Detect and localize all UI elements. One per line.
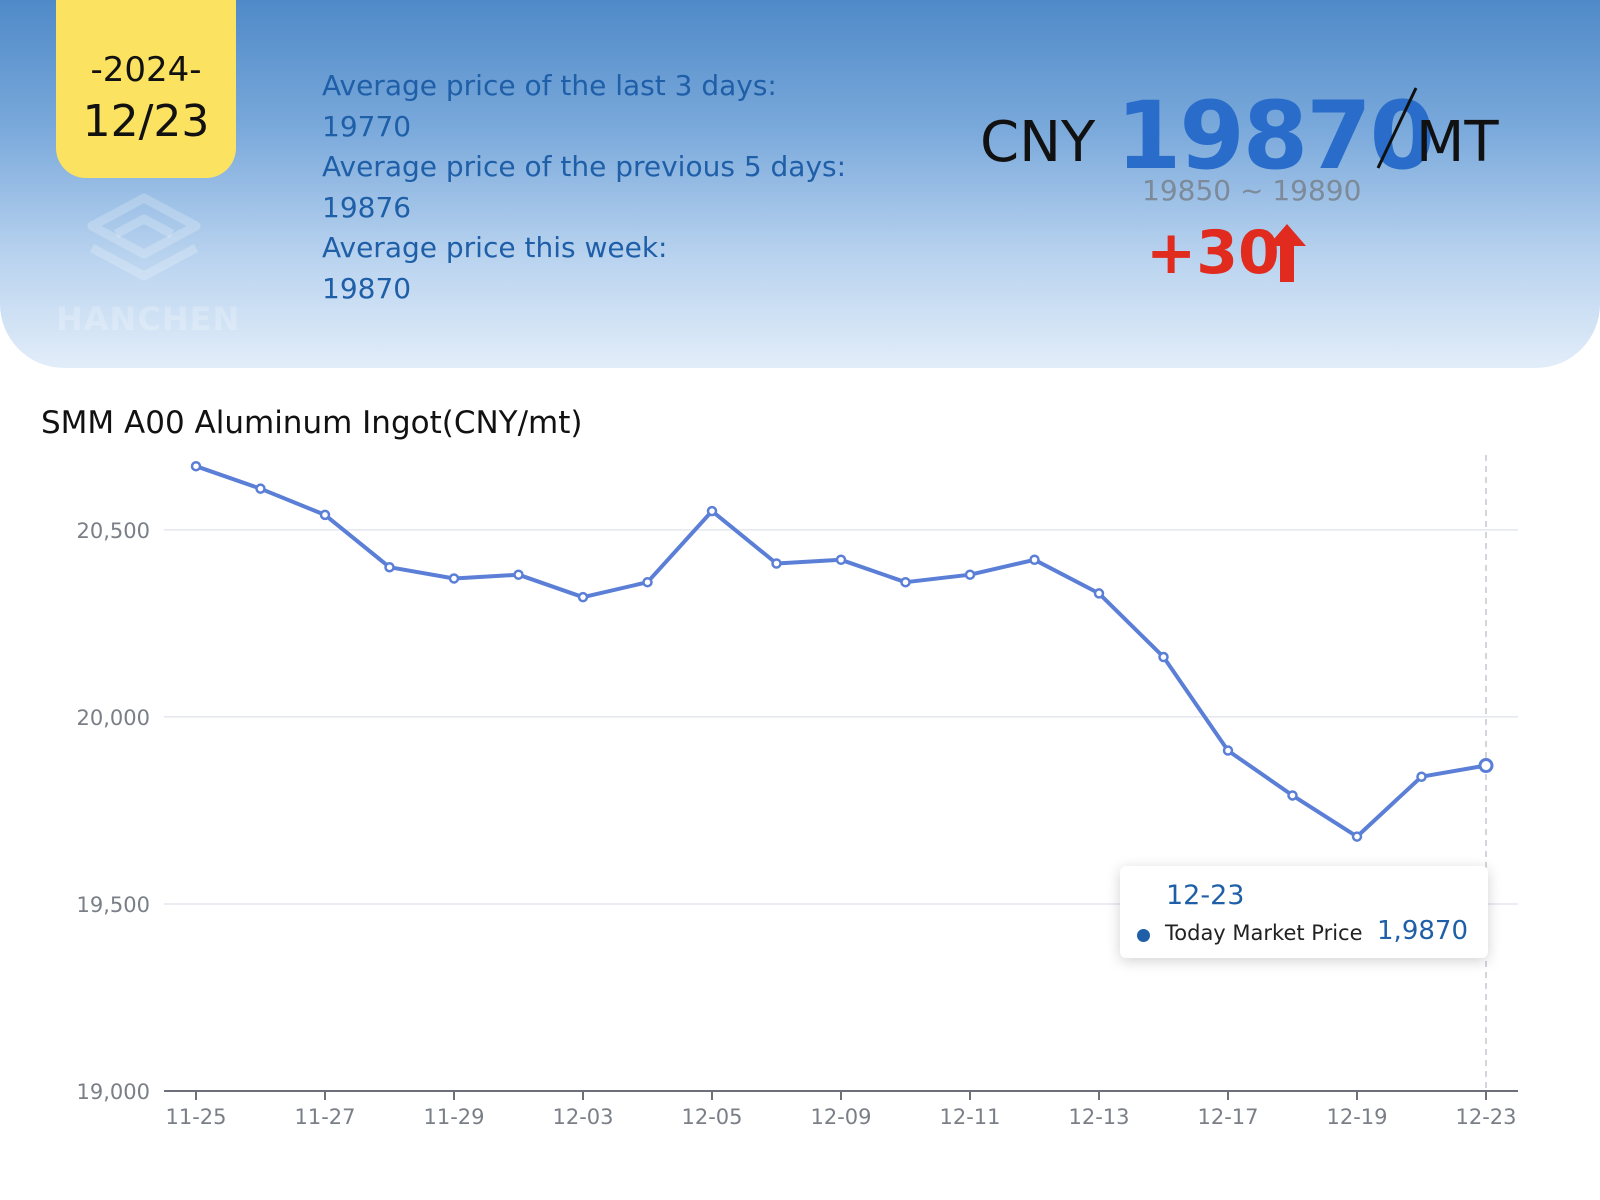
tooltip-date: 12-23 xyxy=(1166,880,1245,911)
unit-label: MT xyxy=(1416,110,1499,175)
y-tick-label: 19,000 xyxy=(77,1080,150,1104)
date-year: -2024- xyxy=(90,50,202,90)
data-point[interactable] xyxy=(1478,758,1494,774)
slash-divider xyxy=(1376,87,1418,169)
price-range: 19850 ~ 19890 xyxy=(1142,174,1362,207)
date-badge: -2024- 12/23 xyxy=(56,0,236,178)
data-point[interactable] xyxy=(513,569,524,580)
data-point[interactable] xyxy=(1351,831,1363,842)
x-tick-label: 12-13 xyxy=(1068,1105,1129,1129)
data-point[interactable] xyxy=(1093,588,1105,599)
x-tick-label: 12-11 xyxy=(939,1105,1000,1129)
hanchen-logo-icon xyxy=(87,193,201,281)
data-point[interactable] xyxy=(771,558,782,569)
avg-3-days-label: Average price of the last 3 days: xyxy=(322,69,777,102)
x-tick-label: 12-19 xyxy=(1326,1105,1387,1129)
x-tick-label: 11-27 xyxy=(294,1105,355,1129)
tooltip-series-dot xyxy=(1137,929,1150,942)
average-prices: Average price of the last 3 days: 19770 … xyxy=(322,66,846,309)
data-point[interactable] xyxy=(835,554,847,566)
data-point[interactable] xyxy=(1287,790,1298,801)
data-point[interactable] xyxy=(577,591,589,603)
tooltip-series-label: Today Market Price xyxy=(1165,921,1363,945)
avg-week-value: 19870 xyxy=(322,271,412,305)
data-point[interactable] xyxy=(448,573,460,584)
header-banner: -2024- 12/23 HANCHEN Average price of th… xyxy=(0,0,1600,368)
series-line xyxy=(195,464,1487,839)
x-tick-label: 12-17 xyxy=(1197,1105,1258,1129)
data-point[interactable] xyxy=(384,561,395,573)
x-tick-label: 12-23 xyxy=(1455,1105,1516,1129)
date-day: 12/23 xyxy=(82,96,210,147)
currency-label: CNY xyxy=(980,110,1096,175)
data-point[interactable] xyxy=(190,460,202,472)
price-block: CNY 19870 MT 19850 ~ 19890 +30 xyxy=(980,70,1500,290)
data-point[interactable] xyxy=(964,569,976,580)
y-tick-label: 20,500 xyxy=(77,519,150,543)
x-tick-label: 12-03 xyxy=(552,1105,613,1129)
data-point[interactable] xyxy=(1029,554,1040,566)
y-tick-label: 19,500 xyxy=(77,893,150,917)
avg-5-days-label: Average price of the previous 5 days: xyxy=(322,150,847,183)
data-point[interactable] xyxy=(706,505,718,517)
avg-3-days-value: 19770 xyxy=(322,109,412,143)
logo-text: HANCHEN xyxy=(56,300,241,338)
avg-week-label: Average price this week: xyxy=(322,231,668,264)
chart-tooltip: 12-23 Today Market Price 1,9870 xyxy=(1120,866,1488,958)
data-point[interactable] xyxy=(1158,651,1169,663)
data-point[interactable] xyxy=(319,509,331,521)
x-tick-label: 12-09 xyxy=(810,1105,871,1129)
data-point[interactable] xyxy=(642,576,653,588)
avg-5-days-value: 19876 xyxy=(322,190,412,224)
tooltip-value: 1,9870 xyxy=(1377,916,1468,946)
current-price: 19870 xyxy=(1116,82,1435,191)
data-point[interactable] xyxy=(900,576,911,588)
arrow-up-icon xyxy=(1268,224,1306,282)
price-change: +30 xyxy=(1146,218,1280,288)
y-tick-label: 20,000 xyxy=(77,706,150,730)
x-tick-label: 11-25 xyxy=(165,1105,226,1129)
data-point[interactable] xyxy=(1416,771,1427,782)
data-point[interactable] xyxy=(1222,745,1234,756)
x-tick-label: 11-29 xyxy=(423,1105,484,1129)
data-point[interactable] xyxy=(255,483,266,494)
x-tick-label: 12-05 xyxy=(681,1105,742,1129)
chart-title: SMM A00 Aluminum Ingot(CNY/mt) xyxy=(41,405,583,441)
